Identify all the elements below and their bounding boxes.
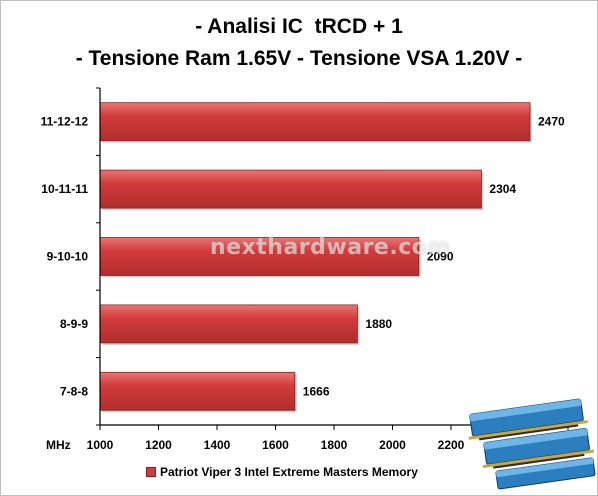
bar [99,237,420,276]
category-label: 9-10-10 [47,250,89,264]
x-tick-label: 1600 [262,438,289,452]
x-tick-label: 2200 [438,438,465,452]
x-axis-label: MHz [46,438,71,452]
legend-label: Patriot Viper 3 Intel Extreme Masters Me… [160,465,418,479]
value-label: 1666 [303,384,330,398]
watermark: nexthardware.com [210,235,451,260]
value-label: 2304 [489,182,516,196]
x-tick-label: 1800 [321,438,348,452]
x-tick-label: 1000 [87,438,114,452]
bar [99,371,296,411]
legend-swatch [146,467,156,477]
x-tick-label: 1400 [204,438,231,452]
x-tick-label: 1200 [145,438,172,452]
memory-module-icon [468,398,596,490]
chart-legend: Patriot Viper 3 Intel Extreme Masters Me… [146,463,418,481]
bar [99,102,531,142]
bar [99,169,482,209]
x-tick-label: 2000 [379,438,406,452]
category-label: 8-9-9 [60,317,88,331]
category-label: 11-12-12 [41,115,89,129]
value-label: 2470 [538,115,565,129]
category-label: 7-8-8 [60,384,88,398]
value-label: 2090 [427,250,454,264]
chart-subtitle: - Tensione Ram 1.65V - Tensione VSA 1.20… [75,47,523,70]
value-label: 1880 [365,317,392,331]
category-label: 10-11-11 [41,182,88,196]
bar [99,304,358,344]
chart-title: - Analisi IC tRCD + 1 [195,15,403,38]
